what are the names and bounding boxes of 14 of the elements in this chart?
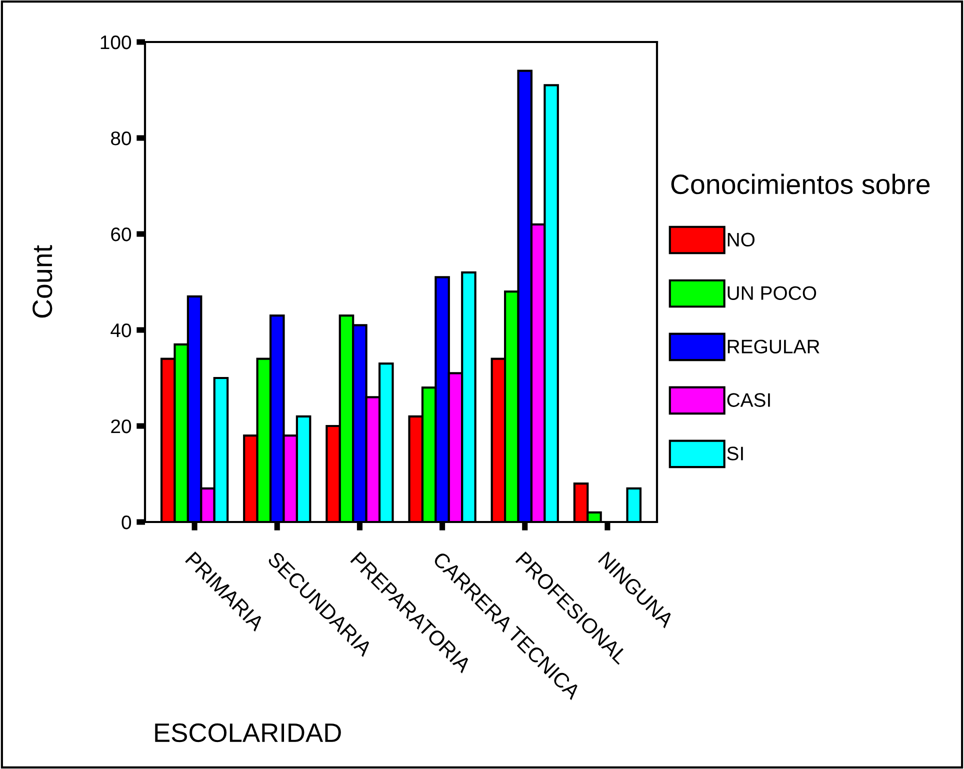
legend-label: NO [728,232,755,247]
legend-label: SI [727,446,743,460]
y-tick-label: 60 [111,227,132,242]
legend-label: REGULAR [728,340,820,354]
y-axis-title: Count [32,245,52,318]
y-tick-label: 0 [122,515,132,530]
legend-title: Conocimientos sobre [671,174,930,194]
y-tick-label: 80 [111,131,132,146]
legend-label: CASI [727,393,770,407]
legend-label: UN POCO [728,286,816,300]
x-axis-title: ESCOLARIDAD [155,723,341,742]
y-tick-label: 40 [110,323,132,338]
y-tick-label: 100 [100,35,132,50]
y-tick-label: 20 [111,419,132,434]
